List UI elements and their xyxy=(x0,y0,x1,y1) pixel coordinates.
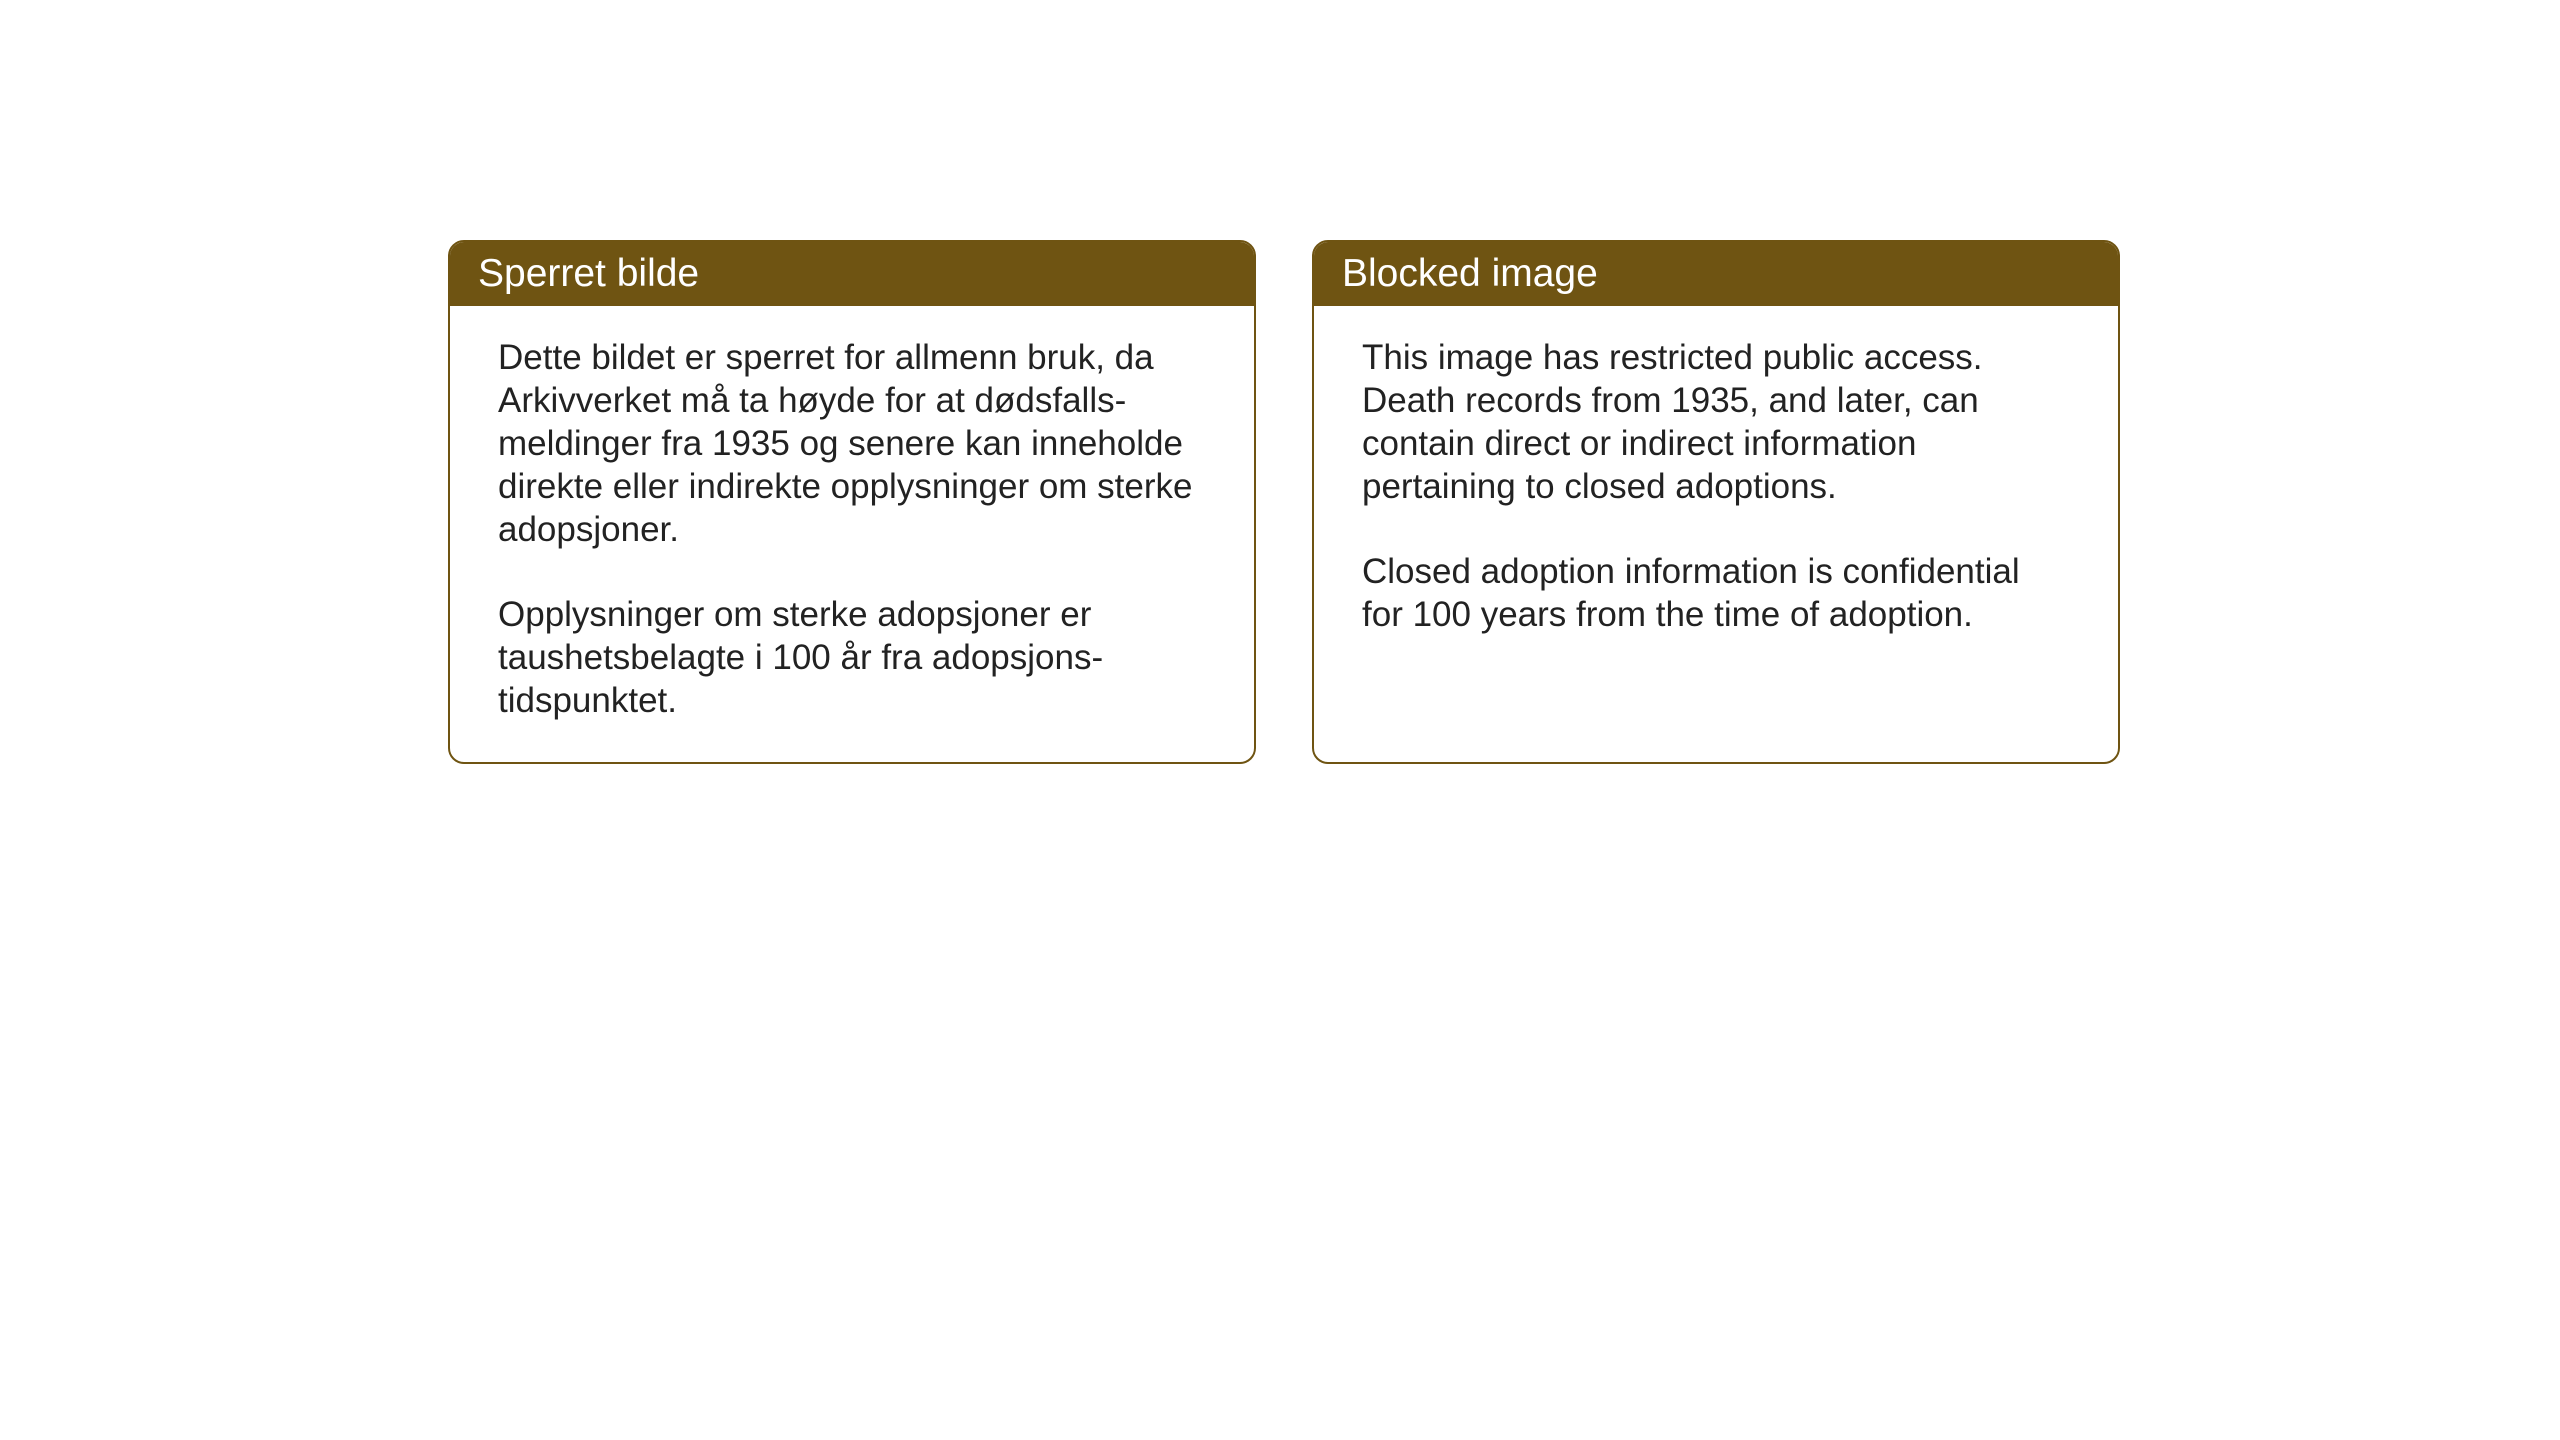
norwegian-paragraph-2: Opplysninger om sterke adopsjoner er tau… xyxy=(498,593,1206,722)
english-card-header: Blocked image xyxy=(1314,242,2118,306)
norwegian-paragraph-1: Dette bildet er sperret for allmenn bruk… xyxy=(498,336,1206,551)
english-paragraph-1: This image has restricted public access.… xyxy=(1362,336,2070,508)
english-paragraph-2: Closed adoption information is confident… xyxy=(1362,550,2070,636)
norwegian-notice-card: Sperret bilde Dette bildet er sperret fo… xyxy=(448,240,1256,764)
notice-cards-container: Sperret bilde Dette bildet er sperret fo… xyxy=(448,240,2120,764)
english-notice-card: Blocked image This image has restricted … xyxy=(1312,240,2120,764)
english-card-body: This image has restricted public access.… xyxy=(1314,306,2118,746)
norwegian-card-header: Sperret bilde xyxy=(450,242,1254,306)
norwegian-card-body: Dette bildet er sperret for allmenn bruk… xyxy=(450,306,1254,762)
